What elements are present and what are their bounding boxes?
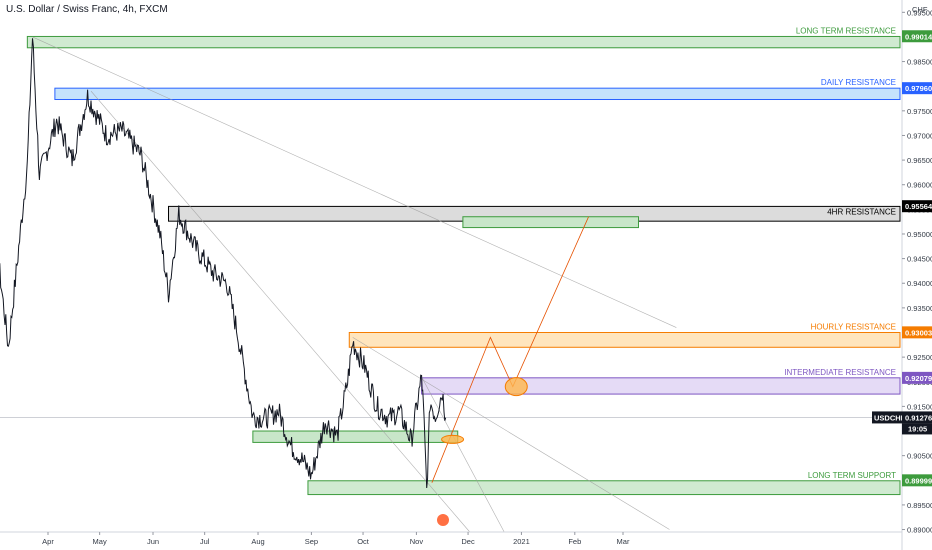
highlight-ellipse-2[interactable]	[504, 377, 528, 397]
zone-hourly-resistance[interactable]	[348, 332, 901, 348]
zone-price-tag-text: 0.95564	[905, 202, 932, 211]
zone-price-tag	[902, 474, 932, 487]
zone-price-tag-text: 0.92079	[905, 374, 932, 383]
last-price-tag	[902, 411, 932, 424]
zone-price-tag	[902, 326, 932, 339]
trendline-3[interactable]	[352, 337, 670, 530]
price-series[interactable]	[0, 38, 447, 489]
trendline-2[interactable]	[90, 90, 471, 533]
x-tick-label: Nov	[410, 537, 424, 546]
x-tick-label: Jul	[200, 537, 210, 546]
currency-label: CHF	[912, 5, 928, 14]
countdown-tag	[902, 423, 932, 435]
zone-price-tag	[902, 371, 932, 384]
y-tick-label: 0.91500	[907, 402, 932, 411]
zone-label: LONG TERM SUPPORT	[808, 471, 896, 480]
x-tick-label: Jun	[147, 537, 159, 546]
y-tick-label: 0.89500	[907, 501, 932, 510]
x-tick-label: 2021	[513, 537, 530, 546]
x-tick-label: May	[93, 537, 107, 546]
zone-intermediate-resistance[interactable]	[421, 377, 901, 395]
y-tick-label: 0.94500	[907, 255, 932, 264]
y-tick-label: 0.96000	[907, 181, 932, 190]
x-tick-label: Sep	[305, 537, 318, 546]
x-tick-label: Dec	[461, 537, 475, 546]
symbol-tag	[872, 411, 902, 424]
y-tick-label: 0.98500	[907, 58, 932, 67]
trendline-1[interactable]	[32, 36, 677, 328]
zone-long-term-support[interactable]	[307, 480, 901, 496]
last-price-tag-text: 0.91276	[905, 413, 932, 422]
time-axis[interactable]: Apr May Jun Jul Aug Sep Oct Nov Dec 2021 Feb Mar	[0, 531, 902, 546]
x-tick-label: Apr	[42, 537, 54, 546]
y-tick-label: 0.92500	[907, 353, 932, 362]
y-tick-label: 0.97000	[907, 131, 932, 140]
trendline-4[interactable]	[421, 376, 505, 533]
y-tick-label: 0.97500	[907, 107, 932, 116]
highlight-ellipse-1[interactable]	[441, 434, 465, 444]
zone-price-tag	[902, 200, 932, 213]
y-tick-label: 0.93500	[907, 304, 932, 313]
event-marker-icon[interactable]	[437, 514, 449, 526]
price-axis[interactable]: CHF0.995000.990000.985000.980000.975000.…	[872, 0, 932, 550]
y-tick-label: 0.94000	[907, 279, 932, 288]
zone-label: DAILY RESISTANCE	[821, 78, 896, 87]
projection-path[interactable]	[431, 216, 589, 483]
x-tick-label: Aug	[251, 537, 264, 546]
chart-title: U.S. Dollar / Swiss Franc, 4h, FXCM	[6, 4, 168, 15]
x-tick-label: Feb	[568, 537, 581, 546]
zone-price-tag-text: 0.97960	[905, 84, 932, 93]
zone-label: HOURLY RESISTANCE	[811, 323, 896, 332]
x-tick-label: Mar	[617, 537, 630, 546]
zone-price-tag	[902, 82, 932, 95]
zone-price-tag-text: 0.99014	[905, 32, 932, 41]
symbol-tag-text: USDCHF	[874, 413, 906, 422]
projection-target-zone[interactable]	[462, 216, 639, 229]
zone-long-term-resistance[interactable]	[26, 35, 901, 49]
zone-label: INTERMEDIATE RESISTANCE	[784, 368, 896, 377]
zone-price-tag-text: 0.89999	[905, 476, 932, 485]
y-tick-label: 0.96500	[907, 156, 932, 165]
x-tick-label: Oct	[357, 537, 370, 546]
zone-label: LONG TERM RESISTANCE	[796, 26, 896, 35]
y-tick-label: 0.90500	[907, 452, 932, 461]
zone-daily-resistance[interactable]	[54, 87, 901, 101]
y-tick-label: 0.99500	[907, 8, 932, 17]
zone-label: 4HR RESISTANCE	[827, 207, 896, 216]
zone-price-tag	[902, 30, 932, 43]
y-tick-label: 0.89000	[907, 526, 932, 535]
zone-price-tag-text: 0.93003	[905, 328, 932, 337]
y-tick-label: 0.95000	[907, 230, 932, 239]
countdown-tag-text: 19:05	[908, 424, 927, 433]
